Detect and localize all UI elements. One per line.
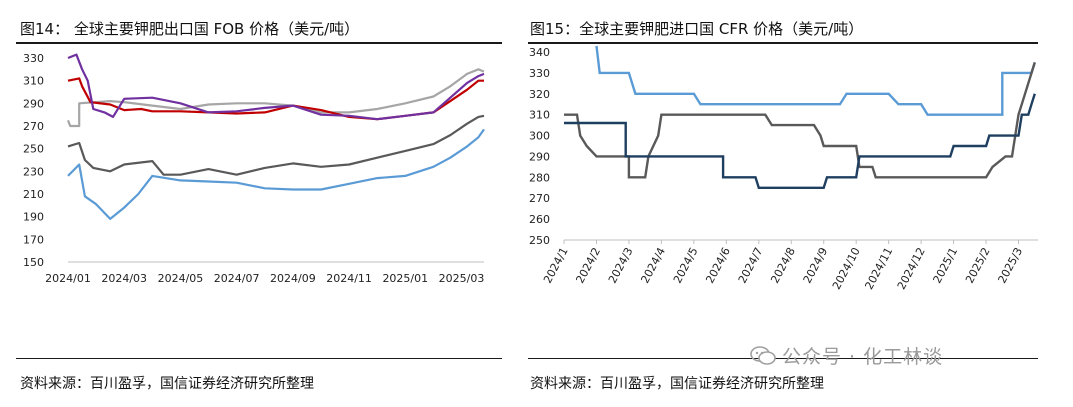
watermark-text: 公众号 · 化工林谈 <box>782 346 944 368</box>
left-source-divider <box>16 358 502 359</box>
y-tick-label: 310 <box>23 75 44 88</box>
x-tick-label: 2024/12 <box>895 245 928 291</box>
x-tick-label: 2025/01 <box>382 272 428 285</box>
x-tick-label: 2024/3 <box>606 245 636 285</box>
x-tick-label: 2025/2 <box>963 245 993 285</box>
y-tick-label: 150 <box>23 256 44 269</box>
series-line-0 <box>595 45 1036 116</box>
x-tick-label: 2024/9 <box>801 245 831 285</box>
series-line-1 <box>564 62 1036 179</box>
y-tick-label: 330 <box>23 52 44 65</box>
x-tick-label: 2024/05 <box>158 272 204 285</box>
x-tick-label: 2024/7 <box>736 245 766 285</box>
x-tick-label: 2024/10 <box>830 245 863 291</box>
series-line-2 <box>564 93 1036 189</box>
x-tick-label: 2024/11 <box>862 245 895 291</box>
y-tick-label: 270 <box>529 192 550 205</box>
x-tick-label: 2025/03 <box>439 272 485 285</box>
y-tick-label: 230 <box>23 165 44 178</box>
x-tick-label: 2024/07 <box>214 272 260 285</box>
x-tick-label: 2024/2 <box>573 245 603 285</box>
left-title-divider <box>16 42 502 44</box>
right-source-note: 资料来源：百川盈孚，国信证券经济研究所整理 <box>530 376 824 392</box>
y-tick-label: 170 <box>23 233 44 246</box>
watermark: 公众号 · 化工林谈 <box>750 342 943 369</box>
x-tick-label: 2024/03 <box>101 272 147 285</box>
x-tick-label: 2024/1 <box>541 245 571 285</box>
y-tick-label: 330 <box>529 67 550 80</box>
y-tick-label: 210 <box>23 188 44 201</box>
y-tick-label: 320 <box>529 88 550 101</box>
y-tick-label: 270 <box>23 120 44 133</box>
x-tick-label: 2024/11 <box>326 272 372 285</box>
right-title-divider <box>528 42 1038 44</box>
x-tick-label: 2024/4 <box>638 245 668 285</box>
y-tick-label: 260 <box>529 213 550 226</box>
x-tick-label: 2025/3 <box>996 245 1026 285</box>
left-source-note: 资料来源：百川盈孚，国信证券经济研究所整理 <box>20 376 314 392</box>
x-tick-label: 2024/01 <box>45 272 91 285</box>
y-tick-label: 300 <box>529 130 550 143</box>
x-tick-label: 2024/09 <box>270 272 316 285</box>
y-tick-label: 280 <box>529 171 550 184</box>
series-line-4 <box>67 128 485 220</box>
y-tick-label: 290 <box>23 97 44 110</box>
left-fob-chart: 150 170 190 210 230 250 270 290 310 330 2024/01 202… <box>23 52 485 285</box>
y-tick-label: 310 <box>529 109 550 122</box>
series-line-1 <box>67 77 484 121</box>
wechat-icon <box>750 346 776 366</box>
series-line-3 <box>67 114 485 176</box>
x-tick-label: 2025/1 <box>931 245 961 285</box>
right-source-divider <box>528 358 1038 359</box>
right-chart-panel: 图15：全球主要钾肥进口国 CFR 价格（美元/吨） 250 260 270 280 2… <box>528 0 1073 407</box>
y-tick-label: 340 <box>529 46 550 59</box>
y-tick-label: 190 <box>23 211 44 224</box>
x-tick-label: 2024/8 <box>768 245 798 285</box>
right-chart-title: 图15：全球主要钾肥进口国 CFR 价格（美元/吨） <box>530 20 864 38</box>
x-tick-label: 2024/6 <box>703 245 733 285</box>
y-tick-label: 250 <box>529 234 550 247</box>
left-chart-panel: 图14： 全球主要钾肥出口国 FOB 价格（美元/吨） 150 170 190 210… <box>0 0 520 407</box>
y-tick-label: 250 <box>23 143 44 156</box>
y-tick-label: 290 <box>529 150 550 163</box>
x-tick-label: 2024/5 <box>671 245 701 285</box>
left-chart-title: 图14： 全球主要钾肥出口国 FOB 价格（美元/吨） <box>20 20 360 38</box>
series-line-2 <box>67 53 485 121</box>
